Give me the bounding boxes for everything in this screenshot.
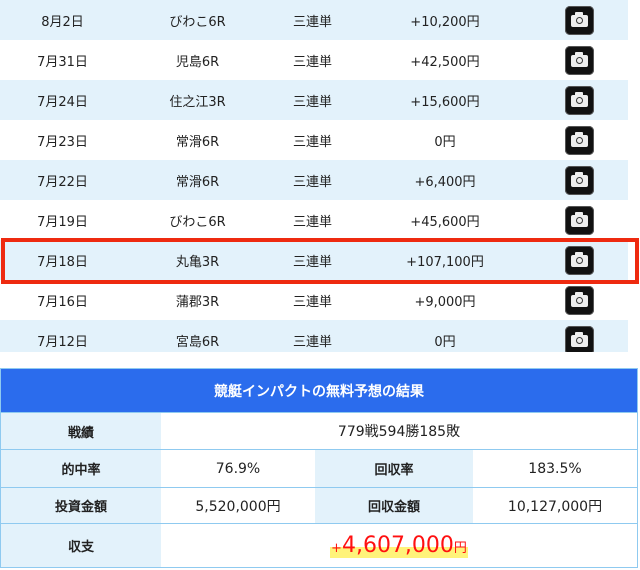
invest-value: 5,520,000円	[161, 487, 315, 523]
payout: +107,100円	[406, 254, 484, 270]
profit-number: 4,607,000	[341, 533, 454, 558]
return-rate-label: 回収率	[315, 449, 473, 487]
hit-rate-value: 76.9%	[161, 449, 315, 487]
profit-value: +4,607,000円	[330, 533, 468, 558]
record-label: 戦績	[1, 412, 161, 449]
race-date: 7月12日	[37, 334, 88, 350]
record-value: 779戦594勝185敗	[161, 412, 637, 449]
race-venue: 蒲郡3R	[175, 294, 220, 310]
history-row: 7月18日 丸亀3R 三連単 +107,100円	[0, 240, 628, 280]
race-date: 7月18日	[37, 254, 88, 270]
camera-icon[interactable]	[565, 46, 594, 75]
history-row: 7月22日 常滑6R 三連単 +6,400円	[0, 160, 628, 200]
race-venue: 常滑6R	[175, 134, 220, 150]
race-date: 7月19日	[37, 214, 88, 230]
return-amount-label: 回収金額	[315, 487, 473, 523]
payout: +45,600円	[410, 214, 480, 230]
race-date: 7月24日	[37, 94, 88, 110]
payout: 0円	[434, 334, 456, 350]
camera-icon[interactable]	[565, 206, 594, 235]
payout: +6,400円	[414, 174, 476, 190]
profit-unit: 円	[453, 541, 467, 556]
race-venue: 児島6R	[175, 54, 220, 70]
results-summary-table: 競艇インパクトの無料予想の結果 戦績 779戦594勝185敗 的中率 76.9…	[0, 368, 638, 568]
payout: +15,600円	[410, 94, 480, 110]
payout: +42,500円	[410, 54, 480, 70]
bet-type: 三連単	[292, 334, 332, 350]
camera-icon[interactable]	[565, 326, 594, 352]
results-title: 競艇インパクトの無料予想の結果	[1, 369, 637, 412]
history-row: 8月2日 びわこ6R 三連単 +10,200円	[0, 0, 628, 40]
bet-type: 三連単	[292, 54, 332, 70]
race-venue: 常滑6R	[175, 174, 220, 190]
bet-type: 三連単	[292, 254, 332, 270]
camera-icon[interactable]	[565, 166, 594, 195]
history-row: 7月12日 宮島6R 三連単 0円	[0, 320, 628, 352]
race-venue: 丸亀3R	[175, 254, 220, 270]
hit-rate-label: 的中率	[1, 449, 161, 487]
profit-label: 収支	[1, 523, 161, 567]
bet-type: 三連単	[292, 214, 332, 230]
history-row: 7月23日 常滑6R 三連単 0円	[0, 120, 628, 160]
camera-icon[interactable]	[565, 6, 594, 35]
race-date: 7月31日	[37, 54, 88, 70]
race-venue: びわこ6R	[169, 14, 226, 30]
camera-icon[interactable]	[565, 286, 594, 315]
bet-type: 三連単	[292, 14, 332, 30]
race-venue: びわこ6R	[169, 214, 226, 230]
camera-icon[interactable]	[565, 246, 594, 275]
bet-type: 三連単	[292, 134, 332, 150]
invest-label: 投資金額	[1, 487, 161, 523]
history-row: 7月24日 住之江3R 三連単 +15,600円	[0, 80, 628, 120]
profit-cell: +4,607,000円	[161, 523, 637, 567]
race-date: 8月2日	[41, 14, 84, 30]
bet-type: 三連単	[292, 94, 332, 110]
race-date: 7月16日	[37, 294, 88, 310]
camera-icon[interactable]	[565, 86, 594, 115]
history-row: 7月16日 蒲郡3R 三連単 +9,000円	[0, 280, 628, 320]
payout: 0円	[434, 134, 456, 150]
bet-type: 三連単	[292, 174, 332, 190]
payout: +10,200円	[410, 14, 480, 30]
return-amount-value: 10,127,000円	[473, 487, 637, 523]
race-venue: 住之江3R	[169, 94, 226, 110]
bet-type: 三連単	[292, 294, 332, 310]
race-date: 7月23日	[37, 134, 88, 150]
payout: +9,000円	[414, 294, 476, 310]
camera-icon[interactable]	[565, 126, 594, 155]
profit-sign: +	[331, 541, 342, 556]
history-row: 7月31日 児島6R 三連単 +42,500円	[0, 40, 628, 80]
race-date: 7月22日	[37, 174, 88, 190]
race-venue: 宮島6R	[175, 334, 220, 350]
race-history-table: 8月2日 びわこ6R 三連単 +10,200円 7月31日 児島6R 三連単 +42,500円…	[0, 0, 628, 352]
return-rate-value: 183.5%	[473, 449, 637, 487]
history-row: 7月19日 びわこ6R 三連単 +45,600円	[0, 200, 628, 240]
